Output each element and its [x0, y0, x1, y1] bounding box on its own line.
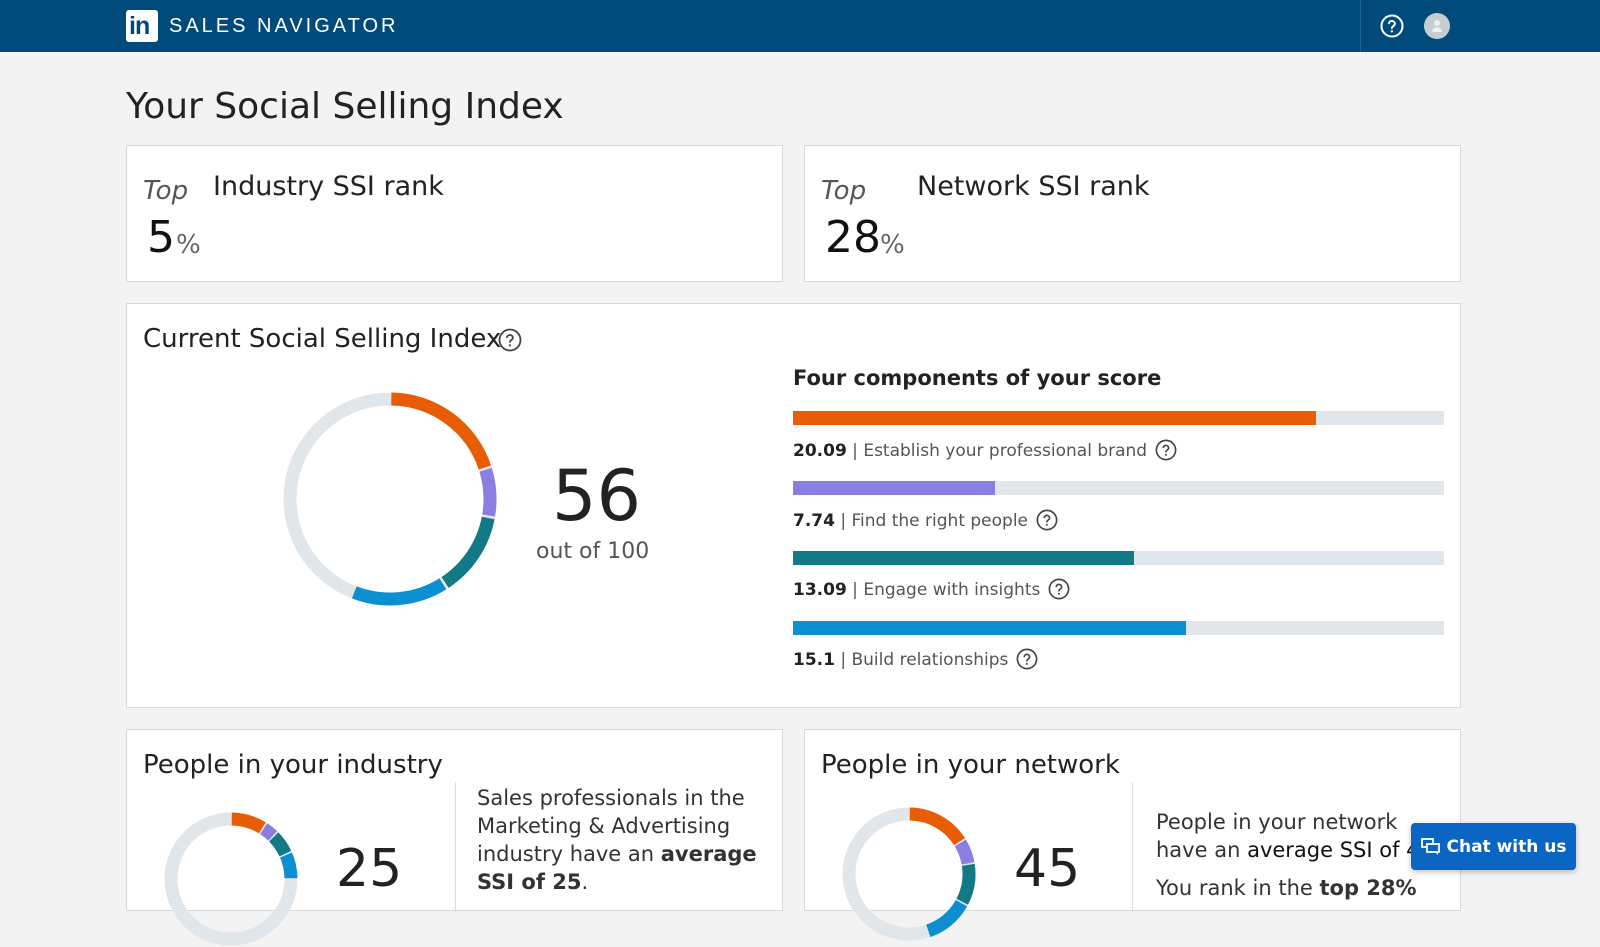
divider	[455, 782, 456, 912]
industry-people-text: Sales professionals in the Marketing & A…	[477, 784, 767, 896]
network-donut-chart	[842, 807, 976, 941]
donut-segment-3	[351, 578, 447, 606]
donut-track	[164, 812, 298, 946]
industry-text-1: Sales professionals in the Marketing & A…	[477, 786, 745, 866]
industry-text-bold: average SSI of 25	[477, 842, 757, 894]
divider	[1132, 782, 1133, 912]
donut-segment-1	[479, 467, 497, 517]
component-name: Build relationships	[851, 650, 1009, 670]
network-text-1: People in your network have an	[1156, 810, 1398, 862]
question-circle-icon[interactable]	[1036, 509, 1058, 531]
industry-rank-value: 5	[147, 212, 175, 263]
linkedin-logo[interactable]: in	[126, 10, 158, 42]
industry-average-score: 25	[336, 839, 403, 899]
question-circle-icon[interactable]	[1048, 578, 1070, 600]
question-circle-icon[interactable]	[498, 328, 522, 352]
component-bar-track	[793, 411, 1444, 425]
ssi-donut-chart	[283, 392, 497, 606]
network-rank-card: Top Network SSI rank 28 %	[804, 145, 1461, 282]
component-name: Establish your professional brand	[863, 441, 1148, 461]
question-circle-icon[interactable]	[1016, 648, 1038, 670]
donut-segment-3	[279, 852, 298, 879]
component-bar-insights	[793, 551, 1134, 565]
industry-people-title: People in your industry	[143, 750, 443, 780]
user-avatar-icon[interactable]	[1424, 13, 1450, 39]
donut-segment-0	[391, 392, 492, 470]
component-bar-track	[793, 551, 1444, 565]
donut-segment-2	[956, 863, 976, 905]
topbar-divider	[1360, 0, 1361, 52]
industry-donut-chart	[164, 812, 298, 946]
component-label-people: 7.74 | Find the right people	[793, 509, 1058, 531]
network-rank-text: You rank in the top 28%	[1156, 874, 1446, 902]
component-value: 20.09	[793, 441, 847, 461]
donut-segment-2	[268, 832, 292, 857]
component-name: Find the right people	[851, 511, 1029, 531]
avatar-torso	[1432, 27, 1442, 32]
chat-with-us-button[interactable]: Chat with us	[1411, 823, 1576, 870]
network-people-title: People in your network	[821, 750, 1120, 780]
donut-segment-0	[231, 812, 266, 834]
component-value: 15.1	[793, 650, 835, 670]
components-heading: Four components of your score	[793, 366, 1162, 390]
industry-text-2: .	[581, 870, 589, 894]
network-text-3-bold: top 28%	[1319, 876, 1417, 900]
industry-rank-title: Industry SSI rank	[213, 171, 444, 202]
component-bar-brand	[793, 411, 1317, 425]
ssi-score: 56	[552, 455, 642, 537]
ssi-out-of: out of 100	[536, 539, 650, 564]
industry-rank-unit: %	[176, 230, 201, 260]
component-value: 7.74	[793, 511, 835, 531]
component-label-insights: 13.09 | Engage with insights	[793, 578, 1070, 600]
network-rank-unit: %	[880, 230, 905, 260]
network-text-3: You rank in the	[1156, 876, 1313, 900]
industry-rank-card: Top Industry SSI rank 5 %	[126, 145, 783, 282]
component-bar-people	[793, 481, 995, 495]
donut-segment-1	[260, 823, 278, 841]
industry-rank-prefix: Top	[143, 176, 189, 206]
chat-bubbles-icon	[1420, 837, 1440, 855]
network-average-score: 45	[1014, 839, 1081, 899]
industry-people-card: People in your industry Sales profession…	[126, 729, 783, 912]
network-text-bold: average SSI of 45	[1247, 838, 1433, 862]
component-bar-relationships	[793, 621, 1187, 635]
page-title: Your Social Selling Index	[126, 86, 564, 127]
app-name[interactable]: SALES NAVIGATOR	[169, 15, 399, 37]
chat-label: Chat with us	[1446, 836, 1567, 857]
network-people-text: People in your network have an average S…	[1156, 808, 1446, 864]
component-label-brand: 20.09 | Establish your professional bran…	[793, 439, 1177, 461]
question-circle-icon[interactable]	[1380, 14, 1404, 38]
component-bar-track	[793, 621, 1444, 635]
network-rank-value: 28	[825, 212, 881, 263]
donut-segment-3	[925, 899, 968, 937]
network-rank-title: Network SSI rank	[917, 171, 1150, 202]
component-bar-track	[793, 481, 1444, 495]
component-name: Engage with insights	[863, 580, 1041, 600]
question-circle-icon[interactable]	[1155, 439, 1177, 461]
current-ssi-card: Current Social Selling Index	[126, 303, 1461, 708]
donut-segment-1	[954, 839, 975, 865]
network-rank-prefix: Top	[821, 176, 867, 206]
component-value: 13.09	[793, 580, 847, 600]
avatar-head	[1434, 20, 1440, 26]
donut-segment-0	[909, 807, 965, 846]
component-label-relationships: 15.1 | Build relationships	[793, 648, 1038, 670]
donut-segment-2	[441, 516, 495, 588]
current-ssi-title: Current Social Selling Index	[143, 324, 502, 354]
logo-text: in	[129, 12, 150, 40]
top-navigation-bar: in SALES NAVIGATOR	[0, 0, 1600, 52]
